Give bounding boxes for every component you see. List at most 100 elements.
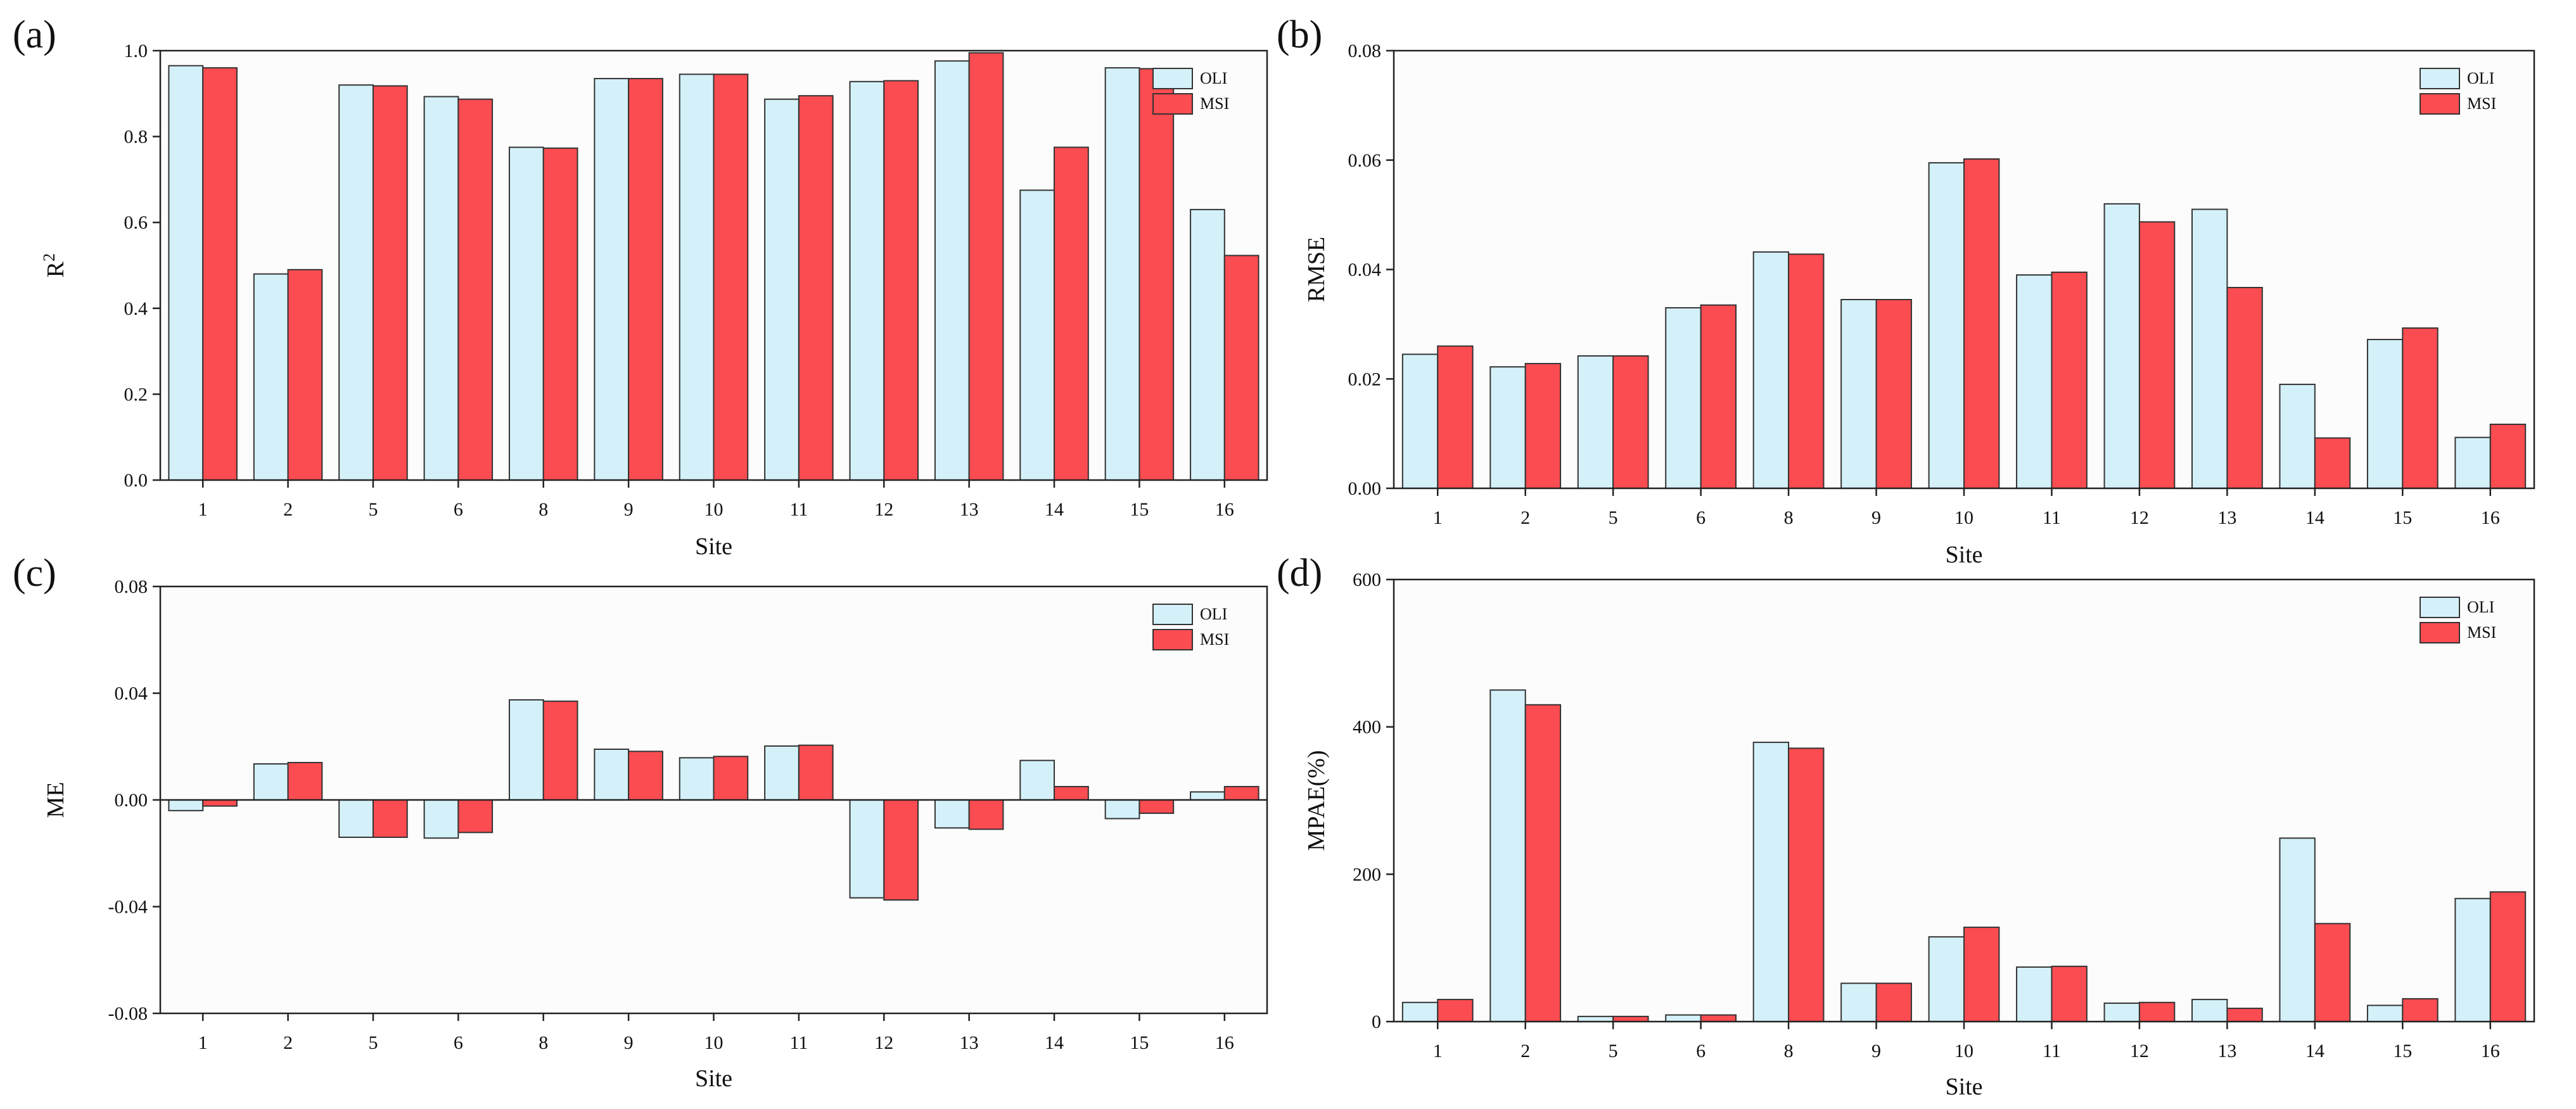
y-tick-label: 0.00 xyxy=(1348,478,1382,499)
x-tick-label: 16 xyxy=(2481,507,2500,528)
y-axis-label-text: MPAE(%) xyxy=(1303,750,1330,851)
bar-msi-site-1 xyxy=(1437,345,1474,489)
x-tick-label: 13 xyxy=(2217,1041,2236,1061)
x-tick-label: 1 xyxy=(198,499,208,520)
bar-msi-site-13 xyxy=(2226,287,2263,489)
bar-msi-site-1 xyxy=(202,799,238,807)
bar-oli-site-9 xyxy=(1840,299,1877,489)
y-tick-label: 0.4 xyxy=(124,298,148,319)
bar-msi-site-13 xyxy=(968,799,1004,830)
bar-oli-site-6 xyxy=(423,799,459,839)
bar-msi-site-15 xyxy=(2402,998,2439,1022)
bar-oli-site-9 xyxy=(594,748,630,801)
bar-oli-site-13 xyxy=(934,60,970,481)
bar-oli-site-9 xyxy=(1840,982,1877,1023)
x-tick-label: 9 xyxy=(1871,507,1881,528)
legend-swatch-oli xyxy=(2420,597,2460,618)
bar-msi-site-6 xyxy=(1700,304,1737,489)
bar-msi-site-9 xyxy=(1875,982,1912,1023)
bar-oli-site-8 xyxy=(508,146,544,481)
y-tick-label: 0.08 xyxy=(1348,41,1382,61)
x-tick-label: 9 xyxy=(624,499,634,520)
bar-msi-site-2 xyxy=(287,269,323,481)
x-tick-label: 6 xyxy=(454,1032,463,1053)
x-axis-label: Site xyxy=(1945,1074,1982,1100)
legend-label-oli: OLI xyxy=(1200,605,1227,623)
bar-oli-site-16 xyxy=(1190,208,1225,481)
x-tick-label: 13 xyxy=(960,499,979,520)
bar-oli-site-15 xyxy=(1104,799,1140,820)
bar-msi-site-2 xyxy=(287,762,323,801)
x-tick-label: 9 xyxy=(1871,1041,1881,1061)
x-tick-label: 15 xyxy=(1130,1032,1149,1053)
x-tick-label: 1 xyxy=(1433,507,1443,528)
bar-oli-site-16 xyxy=(2454,436,2491,490)
x-tick-label: 16 xyxy=(2481,1041,2500,1061)
x-tick-label: 10 xyxy=(705,1032,724,1053)
bar-oli-site-14 xyxy=(1019,759,1055,801)
x-axis-label: Site xyxy=(695,1065,732,1092)
y-tick-label: 0.02 xyxy=(1348,369,1382,390)
bar-oli-site-13 xyxy=(934,799,970,829)
panel-label: (c) xyxy=(13,552,56,595)
legend-label-msi: MSI xyxy=(2467,94,2496,113)
panel-a: (a)0.00.20.40.60.81.01 2 5 6 8 9 10 11 12 13 14 15 1… xyxy=(13,13,1268,560)
bar-msi-site-15 xyxy=(2402,327,2439,490)
legend-label-oli: OLI xyxy=(1200,69,1227,87)
x-tick-label: 2 xyxy=(283,1032,293,1053)
x-tick-label: 10 xyxy=(1954,1041,1973,1061)
bar-oli-site-6 xyxy=(1665,307,1702,489)
panel-b: (b)0.000.020.040.060.081 2 5 6 8 9 10 11 12 13 14 1… xyxy=(1277,13,2535,568)
x-axis-label: Site xyxy=(1945,542,1982,568)
x-tick-label: 15 xyxy=(2393,1041,2412,1061)
bar-msi-site-12 xyxy=(2138,1001,2176,1022)
bar-oli-site-10 xyxy=(1928,936,1965,1023)
x-tick-label: 10 xyxy=(705,499,724,520)
bar-msi-site-14 xyxy=(2314,923,2351,1022)
y-tick-label: 600 xyxy=(1353,569,1381,590)
y-axis-label: ME xyxy=(42,782,69,818)
bar-msi-site-10 xyxy=(1963,927,2000,1023)
y-tick-label: 200 xyxy=(1353,864,1381,885)
bar-msi-site-16 xyxy=(2489,891,2527,1022)
bar-oli-site-15 xyxy=(2366,339,2404,489)
legend-swatch-msi xyxy=(1152,93,1193,115)
x-tick-label: 6 xyxy=(1696,507,1706,528)
panel-label: (d) xyxy=(1277,552,1322,595)
bar-oli-site-6 xyxy=(423,96,459,481)
bar-msi-site-9 xyxy=(1875,299,1912,489)
x-tick-label: 12 xyxy=(874,499,893,520)
y-tick-label: 400 xyxy=(1353,717,1381,738)
bar-oli-site-8 xyxy=(1752,742,1790,1022)
x-tick-label: 12 xyxy=(874,1032,893,1053)
y-tick-label: 0.04 xyxy=(1348,260,1382,281)
bar-oli-site-9 xyxy=(594,78,630,481)
x-tick-label: 1 xyxy=(1433,1041,1443,1061)
bar-msi-site-10 xyxy=(713,73,749,481)
bar-msi-site-5 xyxy=(1612,355,1649,489)
y-tick-label: 0.08 xyxy=(115,576,148,597)
legend: OLI MSI xyxy=(1152,604,1229,650)
x-tick-label: 15 xyxy=(1130,499,1149,520)
legend-swatch-msi xyxy=(1152,629,1193,650)
bar-oli-site-11 xyxy=(2016,966,2053,1022)
bar-msi-site-14 xyxy=(1054,146,1089,481)
x-tick-label: 6 xyxy=(454,499,463,520)
bar-oli-site-14 xyxy=(2279,383,2316,490)
x-tick-label: 5 xyxy=(368,499,378,520)
x-tick-label: 2 xyxy=(1521,507,1530,528)
bar-oli-site-11 xyxy=(2016,274,2053,489)
bar-msi-site-12 xyxy=(2138,221,2176,489)
x-tick-label: 2 xyxy=(1521,1041,1530,1061)
bar-oli-site-8 xyxy=(508,699,544,801)
legend-label-msi: MSI xyxy=(2467,623,2496,642)
panel-label: (b) xyxy=(1277,13,1322,56)
y-tick-label: 0.04 xyxy=(115,683,148,704)
bar-msi-site-1 xyxy=(202,67,238,481)
bar-oli-site-12 xyxy=(2103,203,2140,489)
y-tick-label: 0.00 xyxy=(115,790,148,811)
bar-msi-site-16 xyxy=(2489,423,2527,489)
bar-oli-site-12 xyxy=(849,799,885,899)
